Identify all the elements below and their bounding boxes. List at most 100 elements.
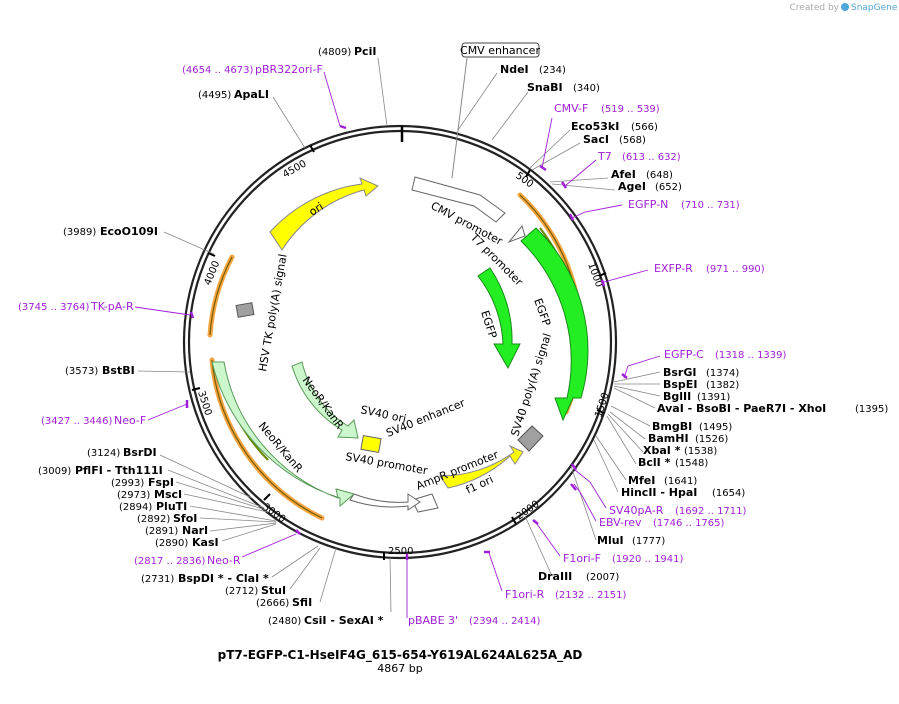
primer-pos-neo-f: (3427 .. 3446): [41, 416, 113, 427]
tick-label-2500: 2500: [388, 546, 413, 557]
feature-ampr-promoter: [411, 493, 439, 513]
feature-sv40-promoter: [349, 493, 421, 511]
enzyme-stui: StuI: [261, 584, 286, 597]
enzyme-pos-bspei: (1382): [706, 380, 739, 391]
enzyme-hincii-group: HincII - HpaI: [621, 486, 697, 499]
label-egfp-outer: EGFP: [531, 297, 553, 329]
tick-label-4500: 4500: [281, 158, 309, 180]
primer-egfp-n: EGFP-N: [628, 198, 668, 211]
enzyme-pos-stui: (2712): [225, 586, 258, 597]
enzyme-bmgbi: BmgBI: [652, 420, 692, 433]
enzyme-pos-bglii: (1391): [697, 392, 730, 403]
feature-egfp-inner: [477, 267, 521, 370]
enzyme-bglii: BglII: [663, 390, 691, 403]
snapgene-credit: Created by SnapGene: [789, 3, 898, 13]
primer-pos-tk-pa-r: (3745 .. 3764): [18, 302, 90, 313]
enzyme-nari: NarI: [182, 524, 208, 537]
primer-pos-egfp-c: (1318 .. 1339): [715, 350, 787, 361]
primer-exfp-r: EXFP-R: [654, 262, 693, 275]
primer-f1ori-r: F1ori-R: [505, 588, 545, 601]
label-egfp-inner: EGFP: [478, 309, 499, 340]
feature-neor-inner: [291, 361, 359, 439]
label-sv40-promoter: SV40 promoter: [344, 450, 429, 477]
tick-label-2000: 2000: [514, 499, 541, 523]
enzyme-pos-pcii: (4809): [318, 47, 351, 58]
enzyme-pos-bmgbi: (1495): [699, 422, 732, 433]
enzyme-pos-bamhi: (1526): [695, 434, 728, 445]
enzyme-pos-snabi: (340): [573, 83, 600, 94]
enzyme-pos-sfoi: (2892): [137, 514, 170, 525]
tick-mark-3500: [191, 387, 201, 391]
label-ori: ori: [307, 200, 326, 219]
enzyme-draiii: DraIII: [538, 570, 572, 583]
feature-hsv-tk-polya: [235, 302, 255, 318]
primer-neo-f: Neo-F: [114, 414, 146, 427]
tick-mark-2000: [511, 516, 517, 525]
enzyme-msci: MscI: [154, 488, 182, 501]
enzyme-labels: (4809) PciI NdeI (234) SnaBI (340) Eco53…: [38, 45, 888, 627]
primer-ebv-rev: EBV-rev: [599, 516, 642, 529]
enzyme-bstbi: BstBI: [102, 364, 135, 377]
enzyme-avai-group: AvaI - BsoBI - PaeR7I - XhoI: [657, 402, 826, 415]
enzyme-apali: ApaLI: [234, 88, 269, 101]
feature-ori: [269, 177, 379, 251]
enzyme-pos-afei: (648): [646, 170, 673, 181]
features: [211, 176, 589, 513]
primer-pos-f1ori-r: (2132 .. 2151): [555, 590, 627, 601]
enzyme-pluti: PluTI: [156, 500, 187, 513]
plasmid-name: pT7-EGFP-C1-HseIF4G_615-654-Y619AL624AL6…: [218, 648, 583, 663]
enzyme-pos-bsrdi: (3124): [87, 448, 120, 459]
enzyme-afei: AfeI: [611, 168, 636, 181]
backbone: [182, 124, 618, 560]
enzyme-pos-hincii-group: (1654): [712, 488, 745, 499]
enzyme-leaders: [137, 57, 661, 613]
feature-t7-promoter: [507, 224, 526, 244]
tick-mark-3000: [263, 493, 271, 501]
orf-neor-arrow: [211, 359, 323, 519]
primer-pos-neo-r: (2817 .. 2836): [134, 556, 206, 567]
backbone-inner-ring: [187, 129, 613, 555]
enzyme-bcli: BclI *: [638, 456, 671, 469]
cmv-enhancer-box: [461, 42, 540, 58]
enzyme-pos-mfei: (1641): [664, 476, 697, 487]
primer-t7: T7: [597, 150, 612, 163]
enzyme-sfoi: SfoI: [173, 512, 197, 525]
enzyme-pos-avai-group: (1395): [855, 404, 888, 415]
feature-cmv-promoter: [411, 176, 506, 223]
enzyme-eco53ki: Eco53kI: [571, 120, 619, 133]
snapgene-logo-icon: [841, 3, 849, 11]
enzyme-pos-bsrgi: (1374): [706, 368, 739, 379]
enzyme-fspi: FspI: [148, 476, 174, 489]
label-hsv-tk-polya: HSV TK poly(A) signal: [256, 253, 289, 373]
enzyme-pos-pluti: (2894): [119, 502, 152, 513]
enzyme-pos-nari: (2891): [145, 526, 178, 537]
enzyme-xbai: XbaI *: [643, 444, 681, 457]
enzyme-snabi: SnaBI: [527, 81, 563, 94]
plasmid-length: 4867 bp: [377, 662, 422, 675]
feature-neor-outer: [211, 361, 356, 508]
enzyme-pcii: PciI: [354, 45, 376, 58]
primer-cmv-f: CMV-F: [554, 102, 588, 115]
enzyme-kasi: KasI: [192, 536, 219, 549]
enzyme-pos-bcli: (1548): [675, 458, 708, 469]
enzyme-pos-agei: (652): [655, 182, 682, 193]
enzyme-pos-msci: (2973): [117, 490, 150, 501]
feature-sv40-ori: [360, 434, 382, 454]
primer-pos-pbr322ori-f: (4654 .. 4673): [182, 65, 254, 76]
primer-tk-pa-r: TK-pA-R: [90, 300, 134, 313]
enzyme-pos-saci: (568): [619, 135, 646, 146]
tick-mark-4500: [309, 144, 315, 153]
enzyme-pos-bstbi: (3573): [65, 366, 98, 377]
enzyme-pos-apali: (4495): [198, 90, 231, 101]
primer-pbabe-3: pBABE 3': [408, 614, 458, 627]
label-neor-inner: NeoR/KanR: [300, 374, 347, 432]
tick-mark-4000: [207, 252, 216, 257]
enzyme-pos-draiii: (2007): [586, 572, 619, 583]
enzyme-pflfi-group: PflFI - Tth111I: [75, 464, 163, 477]
enzyme-csii-group: CsiI - SexAI *: [304, 614, 384, 627]
enzyme-mlui: MluI: [597, 534, 624, 547]
primer-neo-r: Neo-R: [207, 554, 241, 567]
enzyme-ecoo109i: EcoO109I: [100, 225, 158, 238]
enzyme-pos-ndei: (234): [539, 65, 566, 76]
cmv-enhancer-leader: [451, 57, 468, 179]
